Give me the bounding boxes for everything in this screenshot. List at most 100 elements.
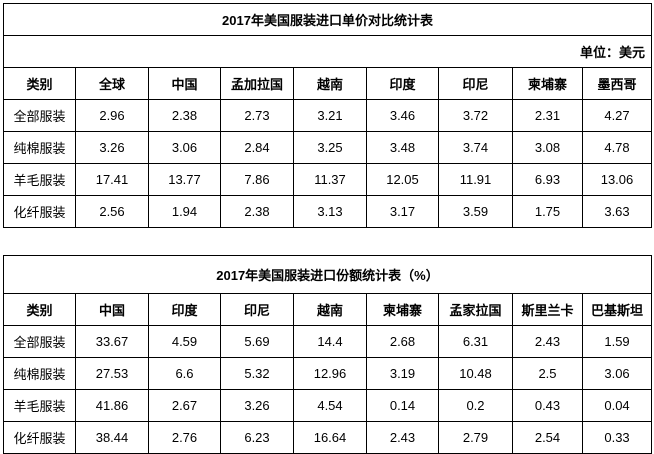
column-header: 孟加拉国 — [220, 67, 294, 100]
table-title: 2017年美国服装进口单价对比统计表 — [3, 3, 652, 36]
table-title-row: 2017年美国服装进口单价对比统计表 — [3, 3, 652, 36]
row-label: 纯棉服装 — [3, 357, 76, 390]
data-cell: 4.78 — [582, 131, 652, 164]
row-label: 羊毛服装 — [3, 389, 76, 422]
data-cell: 2.38 — [148, 99, 221, 132]
data-cell: 6.93 — [512, 163, 583, 196]
data-cell: 0.14 — [366, 389, 439, 422]
data-cell: 3.72 — [438, 99, 513, 132]
table-row: 化纤服装 38.44 2.76 6.23 16.64 2.43 2.79 2.54 0.33 — [3, 421, 653, 454]
data-cell: 3.74 — [438, 131, 513, 164]
data-cell: 14.4 — [293, 325, 367, 358]
column-header: 类别 — [3, 293, 76, 326]
row-label: 全部服装 — [3, 325, 76, 358]
data-cell: 3.48 — [366, 131, 439, 164]
row-label: 羊毛服装 — [3, 163, 76, 196]
data-cell: 2.43 — [512, 325, 583, 358]
data-cell: 3.21 — [293, 99, 367, 132]
data-cell: 4.27 — [582, 99, 652, 132]
import-share-table: 2017年美国服装进口份额统计表（%） 类别 中国 印度 印尼 越南 柬埔寨 孟家拉国 斯里兰卡… — [2, 255, 653, 454]
data-cell: 11.37 — [293, 163, 367, 196]
column-header: 越南 — [293, 67, 367, 100]
column-header: 中国 — [148, 67, 221, 100]
data-cell: 3.46 — [366, 99, 439, 132]
data-cell: 2.96 — [75, 99, 149, 132]
data-cell: 3.13 — [293, 195, 367, 228]
data-cell: 3.08 — [512, 131, 583, 164]
data-cell: 6.6 — [148, 357, 221, 390]
data-cell: 1.94 — [148, 195, 221, 228]
table-row: 纯棉服装 27.53 6.6 5.32 12.96 3.19 10.48 2.5 3.06 — [3, 357, 653, 390]
data-cell: 3.63 — [582, 195, 652, 228]
data-cell: 2.67 — [148, 389, 221, 422]
column-header: 印度 — [148, 293, 221, 326]
column-header: 巴基斯坦 — [581, 293, 653, 326]
data-cell: 33.67 — [75, 325, 149, 358]
data-cell: 2.56 — [75, 195, 149, 228]
data-cell: 6.31 — [438, 325, 513, 358]
data-cell: 2.68 — [366, 325, 439, 358]
column-header: 中国 — [75, 293, 149, 326]
data-cell: 3.19 — [366, 357, 439, 390]
data-cell: 2.79 — [438, 421, 513, 454]
column-header: 墨西哥 — [582, 67, 652, 100]
column-header: 全球 — [75, 67, 149, 100]
table-row: 全部服装 33.67 4.59 5.69 14.4 2.68 6.31 2.43 1.59 — [3, 325, 653, 358]
data-cell: 0.43 — [512, 389, 583, 422]
data-cell: 2.84 — [220, 131, 294, 164]
unit-row: 单位：美元 — [3, 35, 652, 68]
header-row: 类别 中国 印度 印尼 越南 柬埔寨 孟家拉国 斯里兰卡 巴基斯坦 — [3, 293, 653, 326]
data-cell: 12.05 — [366, 163, 439, 196]
unit-label: 单位：美元 — [3, 35, 652, 68]
column-header: 印尼 — [220, 293, 294, 326]
data-cell: 5.32 — [220, 357, 294, 390]
data-cell: 1.75 — [512, 195, 583, 228]
table-title-row: 2017年美国服装进口份额统计表（%） — [2, 255, 653, 294]
column-header: 柬埔寨 — [512, 67, 583, 100]
data-cell: 3.59 — [438, 195, 513, 228]
data-cell: 2.54 — [512, 421, 583, 454]
table-row: 羊毛服装 17.41 13.77 7.86 11.37 12.05 11.91 6.93 13.… — [3, 163, 652, 196]
data-cell: 16.64 — [293, 421, 367, 454]
unit-price-table: 2017年美国服装进口单价对比统计表 单位：美元 类别 全球 中国 孟加拉国 越南 印度 印尼柬… — [3, 3, 652, 228]
row-label: 纯棉服装 — [3, 131, 76, 164]
data-cell: 2.73 — [220, 99, 294, 132]
data-cell: 13.77 — [148, 163, 221, 196]
data-cell: 2.38 — [220, 195, 294, 228]
data-cell: 11.91 — [438, 163, 513, 196]
row-label: 化纤服装 — [3, 421, 76, 454]
data-cell: 3.25 — [293, 131, 367, 164]
data-cell: 3.06 — [148, 131, 221, 164]
data-cell: 2.43 — [366, 421, 439, 454]
data-cell: 1.59 — [581, 325, 653, 358]
data-cell: 0.33 — [581, 421, 653, 454]
data-cell: 4.54 — [293, 389, 367, 422]
table-row: 羊毛服装 41.86 2.67 3.26 4.54 0.14 0.2 0.43 0.04 — [3, 389, 653, 422]
column-header: 越南 — [293, 293, 367, 326]
data-cell: 7.86 — [220, 163, 294, 196]
data-cell: 13.06 — [582, 163, 652, 196]
data-cell: 3.26 — [220, 389, 294, 422]
data-cell: 12.96 — [293, 357, 367, 390]
table-row: 纯棉服装 3.26 3.06 2.84 3.25 3.48 3.74 3.08 4.78 — [3, 131, 652, 164]
data-cell: 3.17 — [366, 195, 439, 228]
column-header: 孟家拉国 — [438, 293, 513, 326]
data-cell: 3.26 — [75, 131, 149, 164]
data-cell: 0.2 — [438, 389, 513, 422]
data-cell: 4.59 — [148, 325, 221, 358]
data-cell: 2.76 — [148, 421, 221, 454]
data-cell: 38.44 — [75, 421, 149, 454]
row-label: 化纤服装 — [3, 195, 76, 228]
column-header: 印尼 — [438, 67, 513, 100]
data-cell: 2.5 — [512, 357, 583, 390]
column-header: 柬埔寨 — [366, 293, 439, 326]
table-title: 2017年美国服装进口份额统计表（%） — [2, 255, 653, 294]
data-cell: 10.48 — [438, 357, 513, 390]
header-row: 类别 全球 中国 孟加拉国 越南 印度 印尼 柬埔寨 墨西哥 — [3, 67, 652, 100]
column-header: 斯里兰卡 — [512, 293, 583, 326]
data-cell: 0.04 — [581, 389, 653, 422]
data-cell: 6.23 — [220, 421, 294, 454]
data-cell: 27.53 — [75, 357, 149, 390]
column-header: 类别 — [3, 67, 76, 100]
data-cell: 3.06 — [581, 357, 653, 390]
